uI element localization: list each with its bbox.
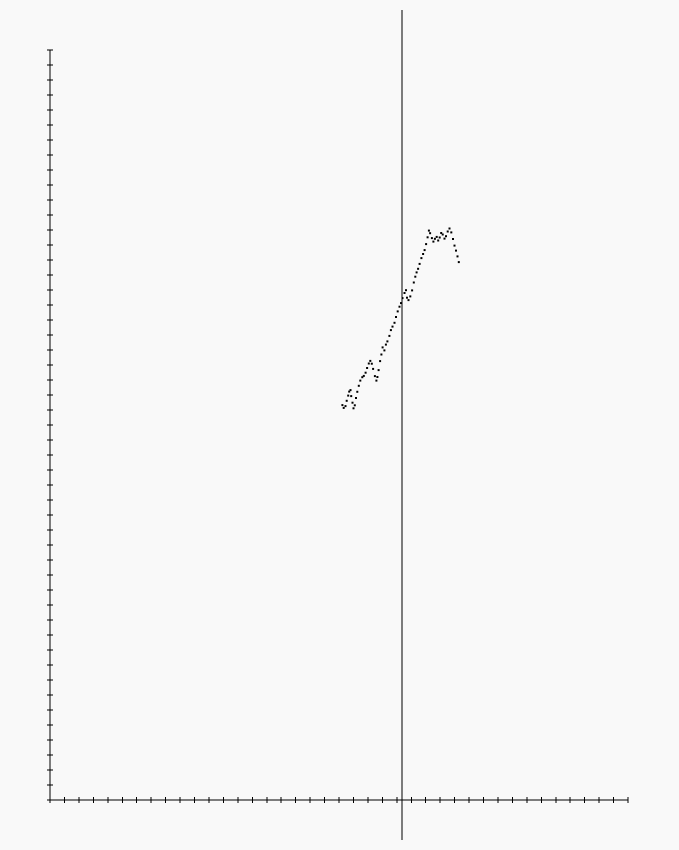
data-point [457,261,460,264]
data-point [400,302,402,305]
data-point [357,384,360,387]
data-point [391,325,394,328]
data-point [423,249,426,252]
data-point [348,390,351,393]
data-point [418,262,421,265]
data-point [420,257,423,260]
data-point [433,237,436,240]
data-point [372,367,375,370]
data-point [398,305,401,308]
data-point [366,367,369,369]
data-point [355,397,357,399]
data-point [409,295,412,298]
data-point [407,299,410,302]
data-point [347,394,350,397]
data-point [401,297,404,300]
data-point [364,371,367,374]
data-points [341,227,460,410]
data-point [384,343,387,346]
data-point [448,227,451,230]
data-point [370,362,373,365]
data-point [381,346,384,349]
data-point [344,405,347,408]
data-point [395,316,397,318]
data-point [377,369,380,372]
data-point [438,236,441,239]
data-point [425,243,428,246]
data-point [429,232,432,235]
data-point [405,289,407,292]
data-point [349,389,352,392]
data-point [350,395,353,398]
data-point [352,407,355,410]
data-point [393,321,396,324]
data-point [383,349,386,352]
data-point [380,353,383,356]
data-point [376,376,379,378]
data-point [453,244,456,247]
data-point [406,296,408,299]
data-point [412,281,415,284]
data-point [379,360,382,363]
data-point [443,237,446,240]
data-point [361,376,364,379]
data-point [375,379,378,382]
data-point [455,249,457,252]
data-point [359,379,362,382]
data-point [389,329,392,332]
data-point [369,359,372,362]
data-point [435,235,438,238]
data-point [396,310,399,313]
axes [49,10,628,840]
data-point [427,229,430,232]
data-point [422,253,425,255]
data-point [437,239,440,242]
data-point [345,399,348,402]
data-point [356,390,359,393]
data-point [432,240,435,243]
data-point [415,271,418,274]
data-point [430,237,433,240]
data-point [353,404,356,407]
data-point [446,230,449,233]
data-point [386,340,389,343]
data-point [362,374,365,377]
data-point [388,334,391,337]
data-point [417,267,420,270]
axis-ticks [47,49,629,803]
data-point [403,292,406,294]
data-point [452,238,454,240]
data-point [456,255,459,258]
data-point [445,235,447,238]
data-point [441,233,444,236]
data-point [426,236,429,239]
data-point [414,275,417,278]
data-point [450,231,453,234]
data-point [440,232,443,234]
data-point [373,375,376,378]
data-point [351,401,354,404]
data-point [341,404,344,407]
data-point [342,406,345,409]
data-point [367,362,370,365]
data-point [411,289,414,292]
